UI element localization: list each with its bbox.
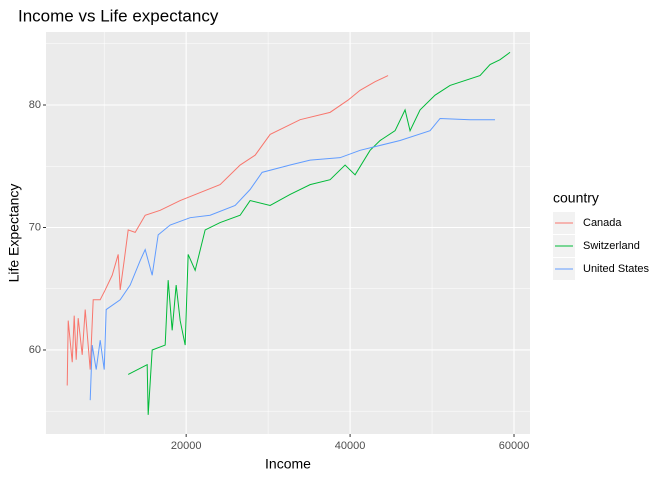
series-line (66, 75, 389, 386)
legend-label: Switzerland (583, 240, 640, 252)
x-tick-label: 60000 (499, 440, 530, 452)
x-tick-label: 20000 (171, 440, 202, 452)
y-tick-label: 70 (29, 221, 41, 233)
x-tick-label: 40000 (335, 440, 366, 452)
series-line (127, 51, 511, 415)
legend-label: United States (583, 263, 650, 275)
legend-title: country (553, 190, 599, 206)
panel (46, 32, 530, 434)
series-line (89, 117, 496, 401)
chart-title: Income vs Life expectancy (18, 6, 219, 25)
y-tick-label: 60 (29, 344, 41, 356)
y-axis-title: Life Expectancy (6, 184, 22, 283)
x-axis-title: Income (265, 456, 311, 472)
y-tick-label: 80 (29, 99, 41, 111)
legend-label: Canada (583, 217, 622, 229)
